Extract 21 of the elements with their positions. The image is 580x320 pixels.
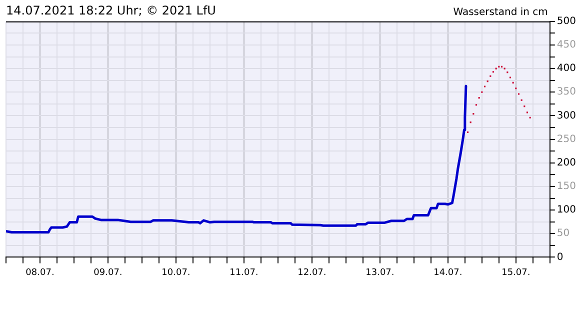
y-tick-label: 150 [556,181,576,192]
x-tick-label: 14.07. [434,268,462,278]
x-tick-label: 08.07. [26,268,54,278]
y-tick-label: 100 [556,204,576,216]
y-tick-label: 200 [556,157,576,168]
y-tick-label: 250 [556,134,576,145]
y-tick-label: 0 [556,252,564,263]
y-tick-label: 400 [556,63,576,74]
x-tick-label: 09.07. [94,268,122,278]
x-tick-label: 10.07. [162,268,190,278]
x-tick-label: 12.07. [298,268,326,278]
x-tick-label: 15.07. [502,268,530,278]
y-tick-label: 450 [556,40,576,51]
x-tick-label: 13.07. [366,268,394,278]
y-tick-label: 350 [556,86,576,98]
y-axis-title: Wasserstand in cm [453,6,548,18]
y-tick-label: 50 [556,228,570,240]
x-tick-label: 11.07. [230,268,258,278]
y-tick-label: 300 [556,110,576,122]
chart-title: 14.07.2021 18:22 Uhr; © 2021 LfU [6,3,216,18]
y-tick-label: 500 [556,16,576,27]
